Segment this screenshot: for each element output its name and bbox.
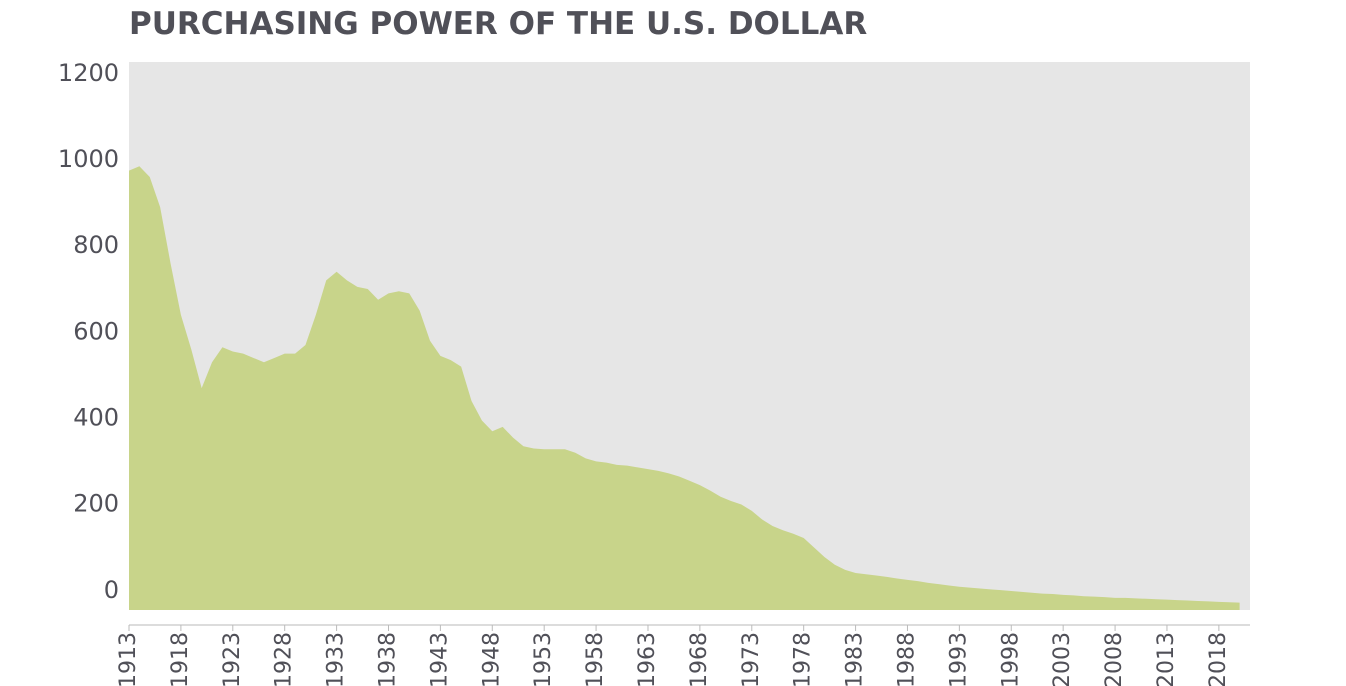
y-tick-label: 600 [73, 317, 119, 345]
y-tick-label: 400 [73, 404, 119, 432]
y-tick-label: 1200 [58, 59, 119, 87]
x-tick-label: 2003 [1050, 632, 1075, 686]
x-tick-label: 1913 [116, 632, 141, 686]
x-tick-label: 1943 [427, 632, 452, 686]
x-tick-label: 1928 [272, 632, 297, 686]
x-tick-label: 1998 [998, 632, 1023, 686]
x-tick-label: 1938 [375, 632, 400, 686]
chart-title: PURCHASING POWER OF THE U.S. DOLLAR [129, 6, 867, 42]
x-tick-label: 1918 [168, 632, 193, 686]
area [129, 166, 1240, 610]
x-tick-label: 2018 [1206, 632, 1231, 686]
x-tick-label: 1973 [739, 632, 764, 686]
x-tick-label: 1948 [479, 632, 504, 686]
x-tick-label: 1958 [583, 632, 608, 686]
x-tick-label: 1968 [687, 632, 712, 686]
y-tick-label: 1000 [58, 145, 119, 173]
x-tick-label: 1988 [894, 632, 919, 686]
x-tick-label: 1963 [635, 632, 660, 686]
x-tick-label: 1983 [843, 632, 868, 686]
x-tick-label: 1933 [324, 632, 349, 686]
x-tick-label: 1993 [946, 632, 971, 686]
y-tick-label: 200 [73, 490, 119, 518]
x-tick-label: 2008 [1102, 632, 1127, 686]
x-tick-label: 1923 [220, 632, 245, 686]
x-tick-label: 2013 [1154, 632, 1179, 686]
y-tick-label: 0 [104, 576, 119, 604]
x-tick-label: 1953 [531, 632, 556, 686]
y-tick-label: 800 [73, 231, 119, 259]
x-tick-label: 1978 [791, 632, 816, 686]
